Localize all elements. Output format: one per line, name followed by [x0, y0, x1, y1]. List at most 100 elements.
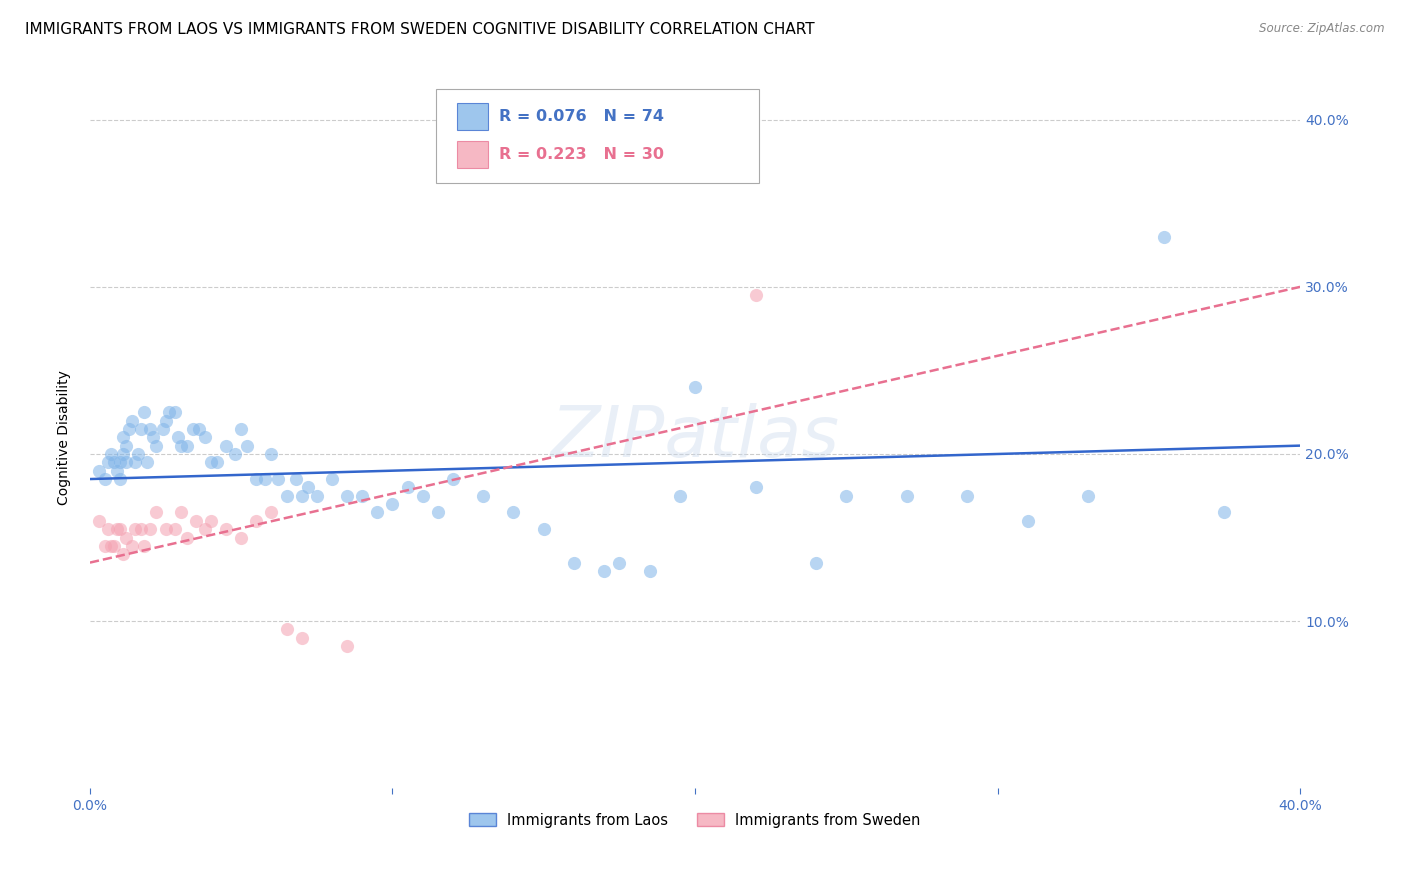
Point	[215, 439, 238, 453]
Point	[170, 439, 193, 453]
Point	[100, 539, 122, 553]
Text: IMMIGRANTS FROM LAOS VS IMMIGRANTS FROM SWEDEN COGNITIVE DISABILITY CORRELATION : IMMIGRANTS FROM LAOS VS IMMIGRANTS FROM …	[25, 22, 815, 37]
Point	[112, 547, 135, 561]
Point	[291, 489, 314, 503]
Point	[744, 288, 766, 302]
Point	[94, 539, 117, 553]
Point	[145, 439, 167, 453]
Point	[396, 480, 419, 494]
Point	[744, 480, 766, 494]
Point	[87, 464, 110, 478]
Point	[194, 522, 217, 536]
Point	[131, 522, 153, 536]
Point	[163, 405, 186, 419]
Point	[115, 439, 138, 453]
Point	[231, 531, 253, 545]
Point	[260, 506, 283, 520]
Point	[170, 506, 193, 520]
Point	[139, 422, 162, 436]
Point	[124, 455, 146, 469]
Point	[426, 506, 449, 520]
Point	[187, 422, 209, 436]
Point	[108, 522, 131, 536]
Point	[200, 455, 222, 469]
Point	[108, 455, 131, 469]
Point	[366, 506, 388, 520]
Point	[638, 564, 661, 578]
Point	[804, 556, 827, 570]
Point	[276, 489, 298, 503]
Point	[176, 439, 198, 453]
Point	[94, 472, 117, 486]
Point	[112, 447, 135, 461]
Legend: Immigrants from Laos, Immigrants from Sweden: Immigrants from Laos, Immigrants from Sw…	[464, 807, 927, 833]
Point	[669, 489, 692, 503]
Y-axis label: Cognitive Disability: Cognitive Disability	[58, 370, 72, 505]
Point	[87, 514, 110, 528]
Point	[254, 472, 277, 486]
Point	[100, 447, 122, 461]
Point	[205, 455, 228, 469]
Point	[155, 522, 177, 536]
Point	[305, 489, 328, 503]
Point	[157, 405, 180, 419]
Point	[176, 531, 198, 545]
Point	[352, 489, 374, 503]
Point	[145, 506, 167, 520]
Point	[105, 464, 128, 478]
Point	[139, 522, 162, 536]
Point	[472, 489, 495, 503]
Point	[245, 472, 267, 486]
Point	[441, 472, 464, 486]
Point	[118, 422, 141, 436]
Point	[956, 489, 979, 503]
Point	[336, 639, 359, 653]
Point	[134, 539, 156, 553]
Point	[381, 497, 404, 511]
Point	[215, 522, 238, 536]
Point	[105, 522, 128, 536]
Point	[108, 472, 131, 486]
Point	[562, 556, 585, 570]
Point	[152, 422, 174, 436]
Point	[896, 489, 918, 503]
Point	[276, 623, 298, 637]
Point	[115, 455, 138, 469]
Text: R = 0.223   N = 30: R = 0.223 N = 30	[499, 147, 664, 161]
Point	[200, 514, 222, 528]
Point	[321, 472, 343, 486]
Point	[231, 422, 253, 436]
Point	[103, 539, 125, 553]
Point	[115, 531, 138, 545]
Point	[181, 422, 204, 436]
Point	[127, 447, 149, 461]
Point	[609, 556, 631, 570]
Point	[184, 514, 207, 528]
Point	[266, 472, 288, 486]
Point	[134, 405, 156, 419]
Point	[194, 430, 217, 444]
Point	[155, 413, 177, 427]
Point	[136, 455, 159, 469]
Point	[533, 522, 555, 536]
Point	[97, 455, 120, 469]
Point	[502, 506, 524, 520]
Point	[835, 489, 858, 503]
Point	[121, 413, 143, 427]
Point	[236, 439, 259, 453]
Point	[131, 422, 153, 436]
Text: R = 0.076   N = 74: R = 0.076 N = 74	[499, 110, 664, 124]
Point	[1077, 489, 1099, 503]
Point	[1153, 229, 1175, 244]
Point	[163, 522, 186, 536]
Point	[683, 380, 706, 394]
Point	[124, 522, 146, 536]
Point	[284, 472, 307, 486]
Point	[260, 447, 283, 461]
Point	[121, 539, 143, 553]
Point	[245, 514, 267, 528]
Text: ZIPatlas: ZIPatlas	[551, 403, 839, 472]
Point	[97, 522, 120, 536]
Point	[142, 430, 165, 444]
Point	[112, 430, 135, 444]
